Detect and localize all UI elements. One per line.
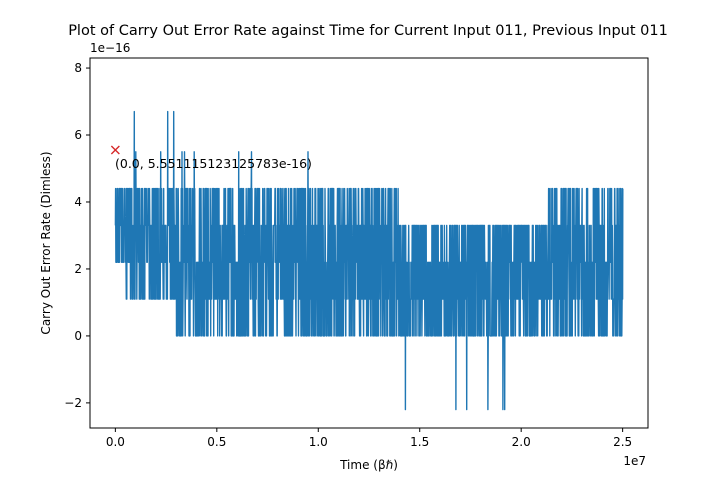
y-tick-label: 4: [74, 195, 82, 209]
plot-frame: [89, 57, 649, 429]
point-annotation: (0.0, 5.551115123125783e-16): [115, 156, 312, 171]
x-axis-label: Time (βℏ): [339, 458, 398, 472]
plot-area: (0.0, 5.551115123125783e-16): [89, 57, 649, 429]
series-line: [114, 110, 624, 411]
y-tick-label: −2: [64, 396, 82, 410]
x-tick-label: 2.5: [613, 435, 632, 449]
marker-layer: [110, 145, 120, 155]
y-axis-label: Carry Out Error Rate (Dimless): [39, 151, 53, 334]
x-axis: 0.0 0.5 1.0 1.5 2.0 2.5: [106, 428, 632, 449]
x-tick-label: 1.5: [410, 435, 429, 449]
y-axis: −2 0 2 4 6 8: [64, 61, 90, 410]
x-offset-label: 1e7: [623, 454, 646, 468]
x-tick-label: 0.5: [207, 435, 226, 449]
x-tick-label: 0.0: [106, 435, 125, 449]
x-tick-label: 1.0: [309, 435, 328, 449]
x-tick-label: 2.0: [512, 435, 531, 449]
y-tick-label: 2: [74, 262, 82, 276]
chart-title: Plot of Carry Out Error Rate against Tim…: [68, 23, 668, 39]
series-layer: [114, 110, 624, 411]
y-tick-label: 8: [74, 61, 82, 75]
y-tick-label: 6: [74, 128, 82, 142]
data-point-marker: [110, 145, 120, 155]
y-tick-label: 0: [74, 329, 82, 343]
y-offset-label: 1e−16: [90, 41, 130, 55]
